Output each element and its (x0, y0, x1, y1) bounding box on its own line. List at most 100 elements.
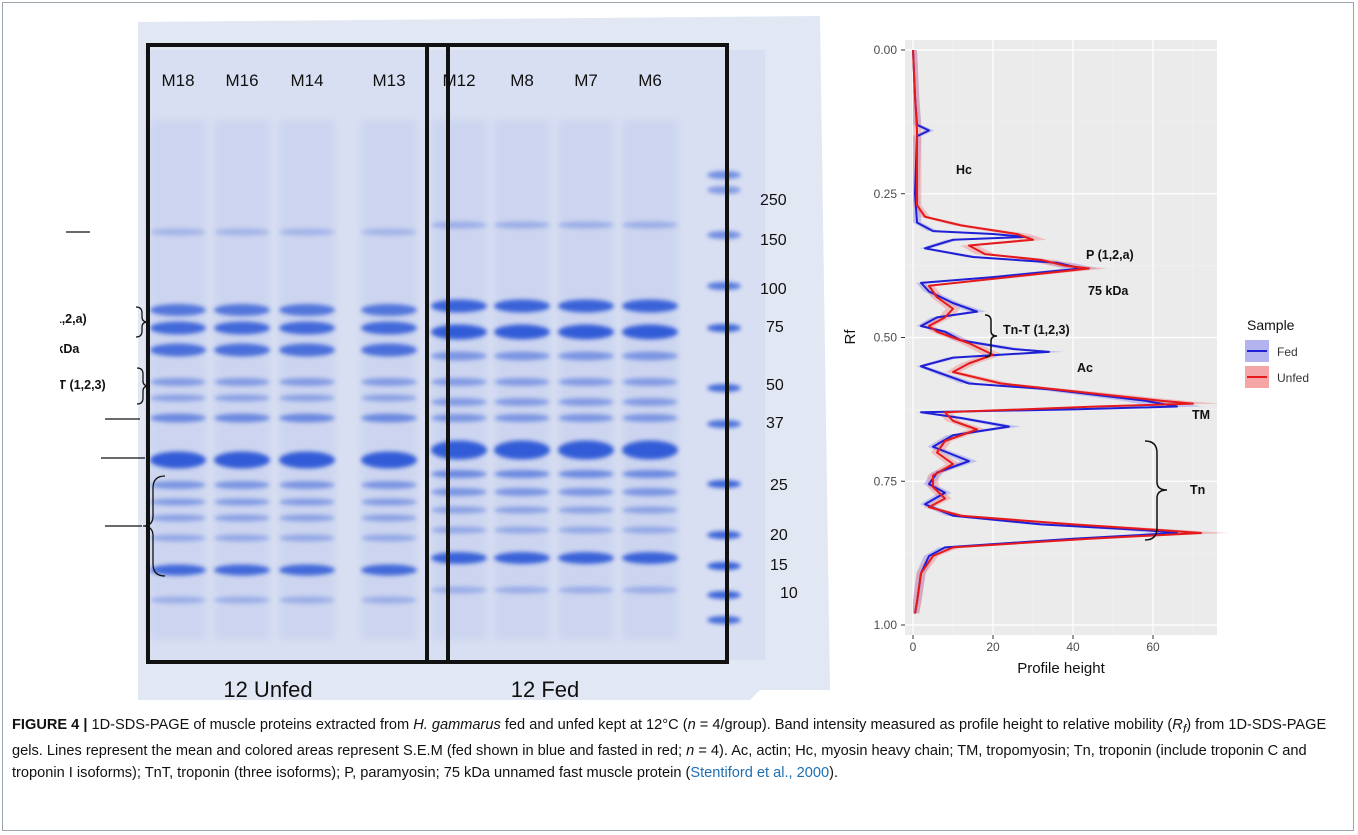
gel-band (214, 596, 270, 604)
gel-band (622, 552, 678, 564)
gel-band (214, 321, 270, 335)
gel-band (431, 526, 487, 534)
gel-band (431, 586, 487, 594)
gel-band (150, 514, 206, 522)
gel-band (558, 324, 614, 340)
gel-band (361, 413, 417, 423)
gel-panel: M18 M16 M14 M13 M12 M8 M7 M6 250 150 100… (39, 10, 840, 710)
fed-group-box (425, 43, 729, 664)
gel-band (494, 221, 550, 229)
ladder-band (707, 420, 741, 428)
gel-band (150, 596, 206, 604)
gel-band (431, 488, 487, 496)
gel-band (494, 552, 550, 564)
gel-band (279, 343, 335, 357)
gel-band (361, 514, 417, 522)
profile-plot: 0.00 0.25 0.50 0.75 1.00 0 20 40 60 Profile hei… (842, 40, 1309, 677)
gel-band (150, 304, 206, 316)
gel-band (622, 299, 678, 313)
caption-text: 1D-SDS-PAGE of muscle proteins extracted… (87, 717, 414, 733)
gel-bands (150, 120, 678, 640)
gel-band (279, 596, 335, 604)
ladder-band (707, 171, 741, 179)
gel-band (494, 324, 550, 340)
plot-annotation-tropomyosin: TM (1192, 408, 1210, 422)
gel-band (431, 506, 487, 514)
ladder-label: 150 (760, 232, 787, 249)
ladder-band (707, 231, 741, 239)
gel-band (361, 498, 417, 506)
ladder-bands (707, 171, 741, 624)
gel-band (558, 470, 614, 478)
gel-band (214, 534, 270, 542)
y-tick-label: 0.25 (874, 187, 898, 201)
caption-rf-sub: f (1182, 721, 1187, 736)
lane-label: M18 (161, 71, 194, 90)
lane-label: M6 (638, 71, 662, 90)
legend-label-unfed: Unfed (1277, 371, 1309, 385)
gel-band (361, 321, 417, 335)
x-axis-label: Profile height (1017, 660, 1105, 677)
gel-band (558, 586, 614, 594)
gel-band (279, 228, 335, 236)
gel-band (279, 413, 335, 423)
gel-band (431, 299, 487, 313)
gel-band (622, 586, 678, 594)
gel-band (150, 481, 206, 489)
gel-band (622, 488, 678, 496)
gel-band (431, 470, 487, 478)
gel-band (361, 596, 417, 604)
gel-band (558, 526, 614, 534)
plot-annotation-75kda: 75 kDa (1088, 284, 1129, 298)
gel-band (150, 451, 206, 469)
band-label-paramyosin: P (1,2,a) (60, 312, 87, 326)
gel-band (279, 564, 335, 576)
ladder-label: 10 (780, 585, 798, 602)
gel-band (361, 228, 417, 236)
caption-n: n (686, 742, 695, 759)
x-tick-label: 60 (1146, 640, 1160, 654)
gel-band (494, 378, 550, 386)
gel-band (214, 343, 270, 357)
group-label-unfed: 12 Unfed (223, 677, 312, 702)
ladder-band (707, 531, 741, 539)
gel-band (558, 414, 614, 422)
ladder-label: 20 (770, 527, 788, 544)
gel-band (431, 414, 487, 422)
plot-annotation-troponin: Tn (1190, 483, 1205, 497)
citation-link[interactable]: Stentiford et al., 2000 (690, 764, 830, 781)
gel-band (214, 498, 270, 506)
gel-band (150, 564, 206, 576)
gel-band (361, 304, 417, 316)
gel-band (558, 378, 614, 386)
gel-band (558, 552, 614, 564)
gel-band (558, 351, 614, 361)
gel-band (150, 394, 206, 402)
gel-band (494, 351, 550, 361)
gel-band (279, 304, 335, 316)
gel-band (214, 378, 270, 386)
gel-band (214, 228, 270, 236)
plot-annotation-troponin-t: Tn-T (1,2,3) (1003, 323, 1070, 337)
caption-species: H. gammarus (413, 717, 501, 733)
gel-band (214, 304, 270, 316)
gel-band (279, 481, 335, 489)
gel-band (361, 378, 417, 386)
gel-band (431, 440, 487, 460)
unfed-group-box (146, 43, 450, 664)
troponin-t-bracket (136, 367, 150, 405)
lane-label: M13 (372, 71, 405, 90)
gel-band (431, 221, 487, 229)
y-tick-label: 0.50 (874, 331, 898, 345)
y-axis-label: Rf (842, 329, 859, 345)
gel-band (622, 414, 678, 422)
gel-band (279, 394, 335, 402)
gel-band (361, 394, 417, 402)
plot-annotation-paramyosin: P (1,2,a) (1086, 248, 1134, 262)
series-line-unfed (912, 49, 1202, 614)
figure-caption: FIGURE 4 | 1D-SDS-PAGE of muscle protein… (12, 714, 1342, 784)
band-label-troponin-t: Tn-T (1,2,3) (60, 378, 106, 392)
lane-label: M7 (574, 71, 598, 90)
ladder-label: 75 (766, 319, 784, 336)
